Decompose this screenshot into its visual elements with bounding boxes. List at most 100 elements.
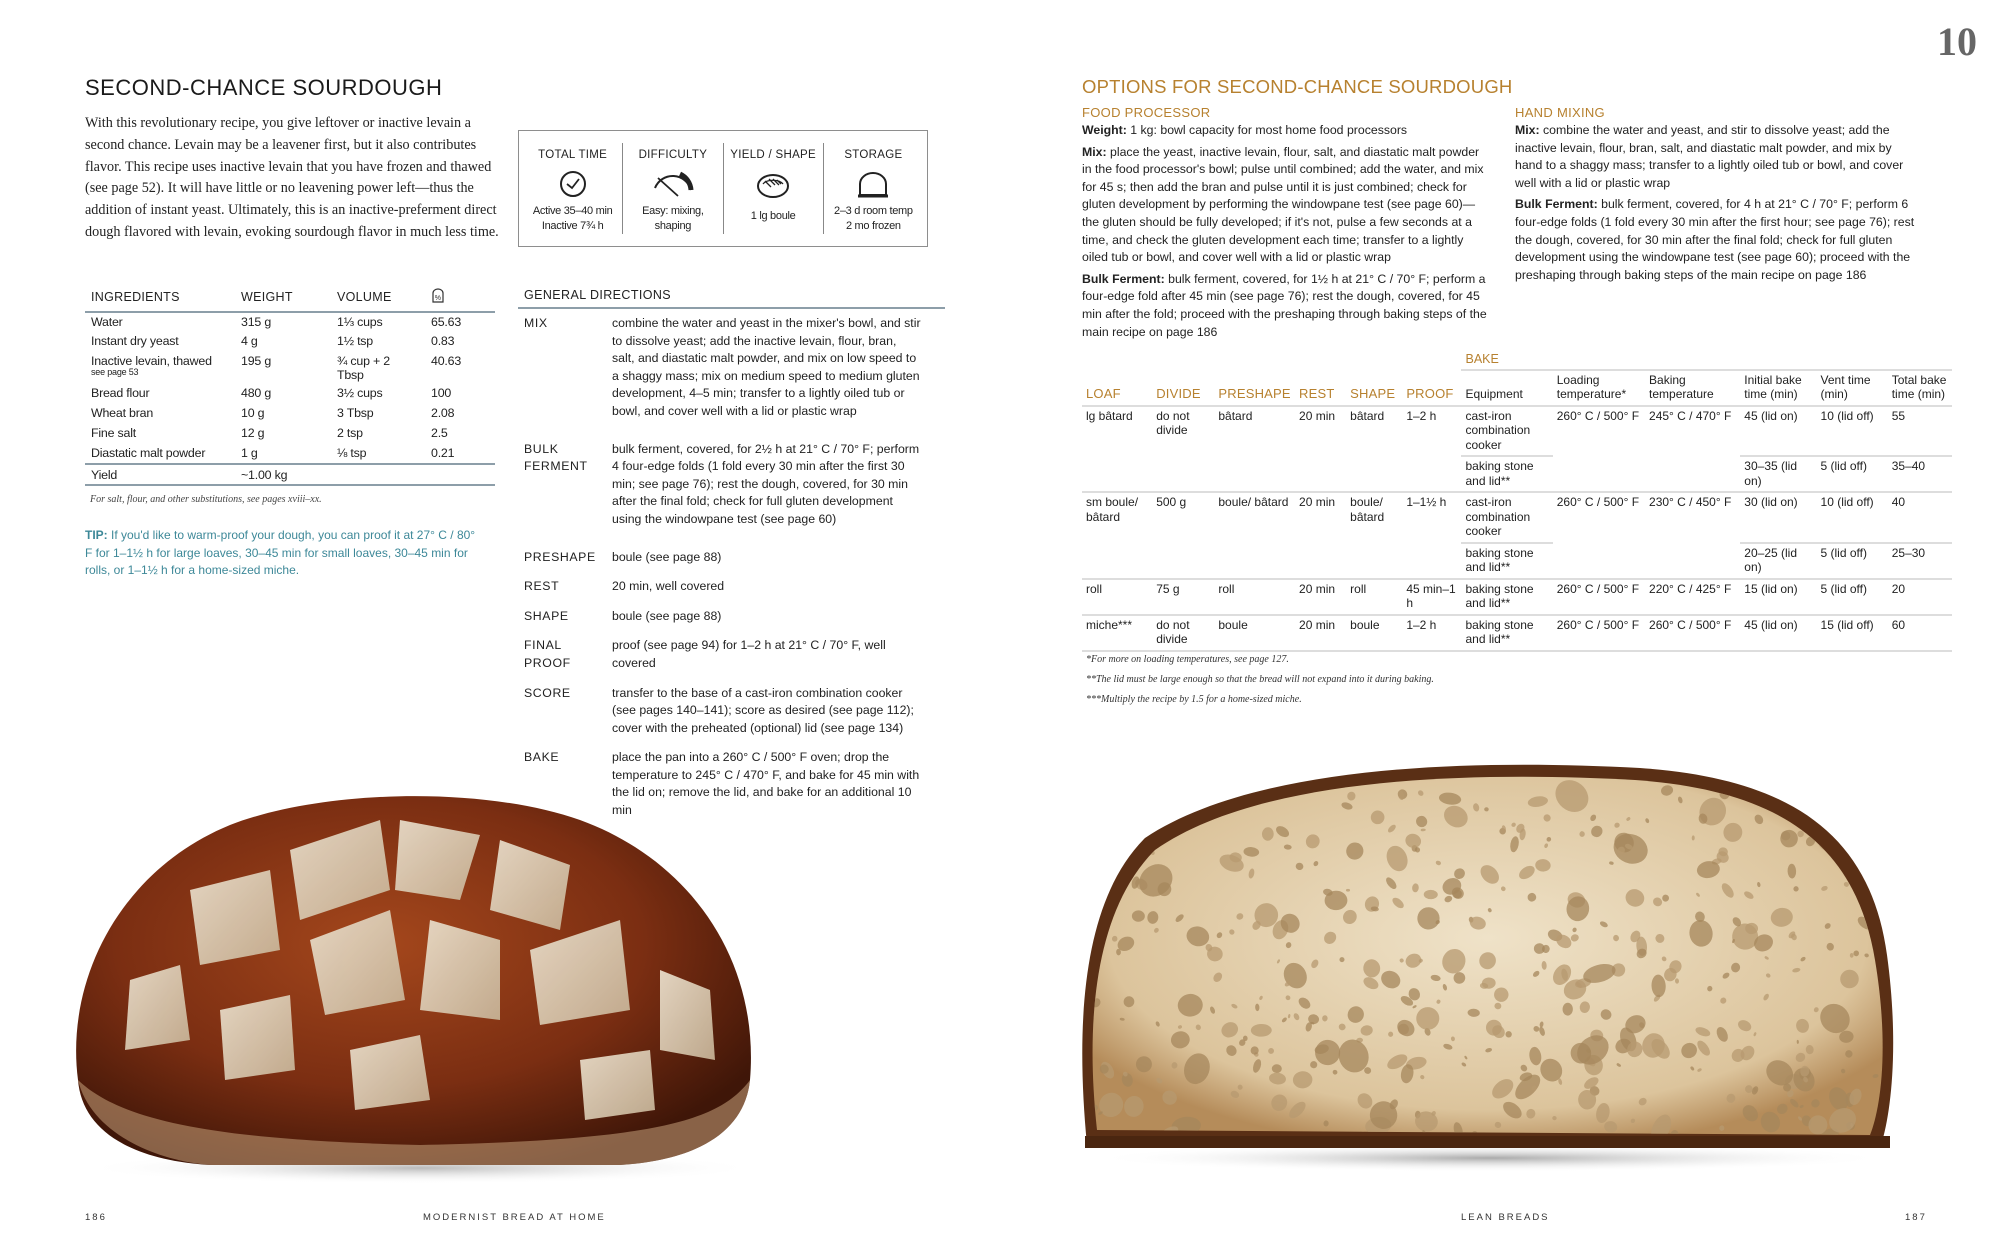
crumb-hole: [1584, 1077, 1599, 1089]
ingredient-volume: 1⅓ cups: [337, 315, 383, 329]
yield-label: Yield: [85, 463, 235, 486]
direction-step: BAKE place the pan into a 260° C / 500° F…: [518, 749, 945, 819]
crumb-hole: [1255, 1003, 1260, 1012]
cell-total: 35–40: [1887, 455, 1952, 492]
crumb-hole: [1732, 917, 1742, 927]
crumb-hole: [1310, 1061, 1318, 1069]
running-head-right: LEAN BREADS: [1461, 1212, 1550, 1223]
crumb-hole: [1363, 959, 1381, 978]
bake-row: roll 75 g roll 20 min roll 45 min–1 h baking s…: [1082, 577, 1952, 615]
crumb-hole: [1800, 956, 1806, 962]
crumb-hole: [1849, 1088, 1862, 1106]
crumb-hole: [1099, 1092, 1124, 1118]
ingredient-pct: 0.83: [431, 334, 455, 348]
ingredient-name: Wheat bran: [85, 404, 235, 424]
hm-bulk-label: Bulk Ferment:: [1515, 197, 1598, 212]
crumb-hole: [1416, 815, 1428, 828]
bake-column-header: Total bake time (min): [1887, 369, 1952, 407]
crumb-hole: [1283, 844, 1292, 850]
crumb-hole: [1630, 930, 1641, 943]
crumb-hole: [1541, 961, 1547, 970]
crumb-hole: [1157, 882, 1172, 897]
crumb-hole: [1535, 859, 1551, 872]
cell-proof: 1–2 h: [1402, 613, 1462, 652]
ingredient-name: Water: [85, 312, 235, 332]
clock-icon: [558, 167, 588, 200]
recipe-intro: With this revolutionary recipe, you give…: [85, 115, 499, 240]
crumb-hole: [1674, 978, 1679, 984]
crumb-hole: [1780, 829, 1798, 848]
crumb-hole: [1123, 1071, 1128, 1077]
folio-right: 187: [1905, 1212, 1927, 1223]
column-header: PROOF: [1402, 369, 1462, 407]
fp-weight: Weight: 1 kg: bowl capacity for most hom…: [1082, 122, 1492, 140]
crumb-hole: [1515, 1074, 1541, 1100]
crumb-hole: [1732, 938, 1735, 944]
cell-preshape: boule/ bâtard: [1214, 491, 1296, 579]
crumb-hole: [1250, 1046, 1259, 1055]
ingredient-weight: 315 g: [241, 315, 272, 329]
crumb-hole: [1731, 1048, 1745, 1062]
crumb-hole: [1276, 826, 1290, 838]
crumb-hole: [1760, 1111, 1781, 1133]
crumb-hole: [1423, 889, 1438, 900]
crumb-hole: [1347, 791, 1356, 801]
crumb-hole: [1469, 916, 1486, 930]
crumb-hole: [1343, 909, 1357, 925]
crumb-hole: [1828, 789, 1832, 794]
crumb-hole: [1131, 876, 1140, 889]
crumb-hole: [1845, 1050, 1853, 1058]
step-label: BULK FERMENT: [524, 441, 588, 474]
crumb-hole: [1092, 790, 1114, 819]
crumb-hole: [1400, 996, 1414, 1006]
chapter-number: 10: [1937, 19, 1977, 64]
cell-vent: 10 (lid off): [1816, 404, 1888, 456]
cell-loading: 260° C / 500° F: [1552, 613, 1646, 652]
crumb-hole: [1501, 825, 1506, 834]
crumb-hole: [1527, 796, 1548, 807]
cell-shape: roll: [1346, 577, 1403, 615]
baker-percentage-icon: %: [425, 285, 495, 313]
crumb-hole: [1435, 860, 1441, 866]
crumb-hole: [1494, 1121, 1502, 1129]
crumb-hole: [1345, 888, 1351, 892]
crumb-hole: [1431, 1110, 1436, 1116]
cell-initial: 30–35 (lid on): [1740, 455, 1817, 492]
crumb-hole: [1642, 1033, 1665, 1058]
cell-initial: 20–25 (lid on): [1740, 541, 1817, 579]
crumb-hole: [1865, 854, 1877, 866]
crumb-hole: [1322, 1015, 1328, 1022]
crumb-hole: [1720, 997, 1727, 1004]
crumb-hole: [1798, 1116, 1802, 1121]
crumb-hole: [1116, 948, 1121, 956]
crumb-hole: [1347, 847, 1357, 854]
crumb-hole: [1572, 927, 1577, 933]
crumb-hole: [1259, 995, 1263, 1000]
crumb-hole: [1308, 1014, 1320, 1025]
crumb-hole: [1590, 814, 1597, 822]
cell-rest: 20 min: [1295, 491, 1347, 579]
crumb-hole: [1821, 1128, 1839, 1135]
cell-loaf: sm boule/ bâtard: [1082, 491, 1153, 579]
ingredient-volume: ⅛ tsp: [337, 446, 367, 460]
ingredient-label: Inactive levain, thawed: [91, 354, 212, 368]
crumb-hole: [1381, 970, 1401, 989]
cell-total: 55: [1887, 404, 1952, 456]
ingredient-volume: 3 Tbsp: [337, 406, 374, 420]
info-label: DIFFICULTY: [638, 149, 708, 161]
crumb-hole: [1154, 927, 1159, 933]
crumb-hole: [1250, 1023, 1272, 1037]
crumb-hole: [1123, 996, 1135, 1008]
crumb-hole: [1849, 953, 1854, 958]
crumb-hole: [1150, 825, 1155, 829]
crumb-hole: [1170, 1031, 1190, 1049]
tip-label: TIP:: [85, 528, 108, 542]
crumb-hole: [1213, 972, 1223, 982]
fp-weight-text: 1 kg: bowl capacity for most home food p…: [1126, 123, 1408, 137]
crumb-hole: [1399, 958, 1404, 963]
crumb-hole: [1119, 1017, 1125, 1021]
cell-initial: 30 (lid on): [1740, 491, 1817, 543]
crumb-hole: [1613, 934, 1620, 942]
crumb-hole: [1239, 1039, 1246, 1046]
cell-baking: 260° C / 500° F: [1645, 613, 1741, 652]
